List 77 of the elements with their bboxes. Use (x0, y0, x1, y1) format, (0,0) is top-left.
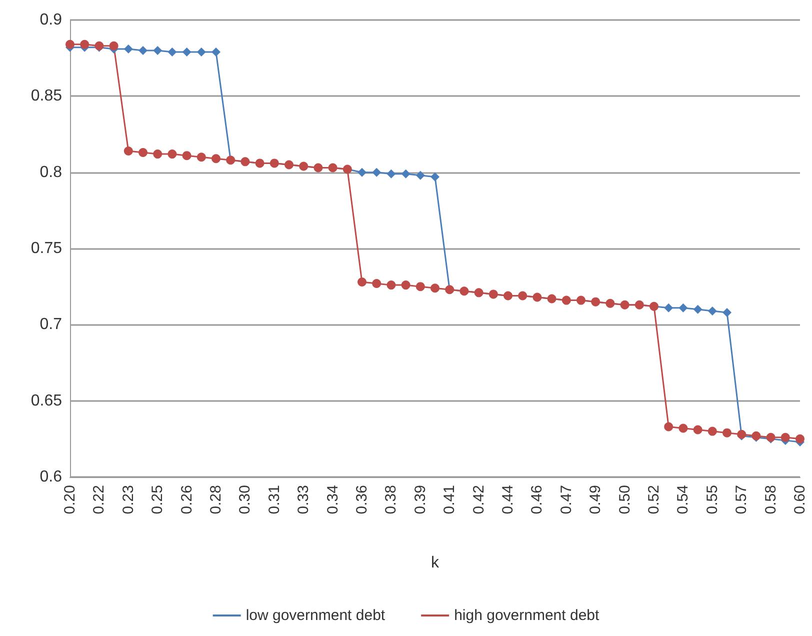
x-tick-label: 0.42 (470, 485, 488, 514)
point (66, 40, 74, 49)
y-tick-label: 0.6 (40, 468, 62, 486)
x-tick-label: 0.38 (382, 485, 400, 514)
point (430, 284, 440, 293)
legend-label: low government debt (246, 607, 386, 624)
x-tick-label: 0.39 (412, 485, 429, 514)
y-tick-label: 0.75 (30, 240, 62, 257)
x-tick-label: 0.55 (704, 485, 721, 514)
point (386, 280, 396, 290)
point (664, 422, 674, 432)
point (138, 148, 148, 158)
point (196, 47, 206, 56)
point (212, 47, 220, 56)
point (708, 306, 717, 316)
point (708, 426, 717, 436)
x-axis-title: k (431, 554, 440, 572)
x-tick-label: 0.50 (616, 485, 634, 514)
point (678, 303, 688, 312)
point (196, 152, 206, 162)
point (124, 44, 133, 54)
point (401, 169, 410, 178)
x-tick-label: 0.41 (441, 485, 458, 514)
point (693, 425, 702, 434)
y-tick-label: 0.85 (30, 88, 62, 105)
x-tick-label: 0.58 (762, 485, 780, 514)
y-tick-label: 0.7 (40, 316, 62, 334)
point (153, 150, 162, 159)
point (796, 434, 804, 444)
point (693, 304, 702, 314)
x-tick-label: 0.46 (528, 485, 546, 514)
point (416, 170, 425, 180)
y-tick-label: 0.65 (30, 392, 62, 410)
x-tick-label: 0.33 (295, 485, 312, 514)
point (212, 154, 220, 164)
x-tick-label: 0.36 (354, 485, 370, 514)
point (109, 41, 118, 50)
point (722, 308, 732, 317)
point (168, 47, 177, 56)
point (372, 168, 382, 177)
x-tick-label: 0.22 (90, 485, 108, 514)
point (153, 46, 162, 55)
y-tick-label: 0.9 (40, 12, 62, 28)
point (182, 151, 192, 160)
point (430, 172, 440, 182)
x-tick-label: 0.20 (62, 485, 78, 514)
x-tick-label: 0.31 (266, 485, 283, 514)
point (401, 280, 410, 290)
y-tick-label: 0.8 (40, 164, 62, 181)
x-tick-label: 0.34 (324, 485, 342, 514)
point (678, 424, 688, 433)
point (80, 40, 90, 49)
point (138, 46, 148, 55)
x-tick-label: 0.23 (120, 485, 137, 514)
point (722, 428, 732, 438)
point (358, 168, 366, 177)
x-tick-label: 0.28 (208, 485, 224, 514)
point (416, 282, 425, 292)
point (358, 278, 366, 287)
point (386, 169, 396, 178)
x-tick-label: 0.26 (178, 485, 196, 514)
point (664, 303, 674, 312)
x-tick-label: 0.25 (149, 485, 166, 514)
x-tick-label: 0.30 (236, 485, 254, 514)
legend-label: high government debt (454, 607, 600, 624)
x-tick-label: 0.44 (500, 485, 516, 514)
point (168, 150, 177, 159)
x-tick-label: 0.49 (587, 485, 604, 514)
point (124, 146, 133, 156)
x-tick-label: 0.47 (558, 485, 575, 514)
point (780, 432, 790, 442)
x-tick-label: 0.52 (646, 485, 662, 514)
x-tick-label: 0.60 (792, 485, 808, 514)
point (182, 47, 192, 56)
point (372, 279, 382, 288)
x-tick-label: 0.54 (674, 485, 692, 514)
x-tick-label: 0.57 (733, 485, 750, 514)
